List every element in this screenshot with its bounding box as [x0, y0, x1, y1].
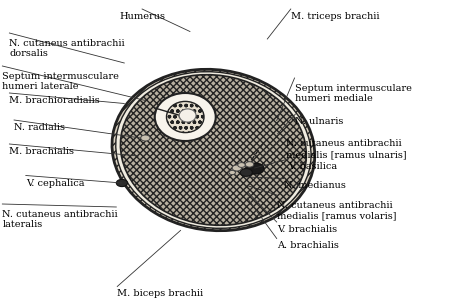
Text: A. brachialis: A. brachialis: [277, 242, 339, 250]
Text: N. cutaneus antibrachii
medialis [ramus volaris]: N. cutaneus antibrachii medialis [ramus …: [277, 201, 396, 220]
Text: V. cephalica: V. cephalica: [26, 178, 84, 188]
Text: M. brachioradialis: M. brachioradialis: [9, 96, 100, 105]
Text: Septum intermusculare
humeri mediale: Septum intermusculare humeri mediale: [295, 84, 411, 104]
Circle shape: [141, 135, 150, 141]
Circle shape: [229, 170, 235, 175]
Text: Humerus: Humerus: [119, 12, 165, 21]
Text: M. brachialis: M. brachialis: [9, 147, 75, 156]
Ellipse shape: [112, 69, 315, 231]
Ellipse shape: [166, 101, 204, 133]
Circle shape: [232, 165, 242, 171]
Text: N. ulnaris: N. ulnaris: [295, 117, 344, 126]
Text: V. basilica: V. basilica: [288, 162, 338, 171]
Text: M. triceps brachii: M. triceps brachii: [291, 12, 379, 21]
Text: N. cutaneus antibrachii
lateralis: N. cutaneus antibrachii lateralis: [2, 210, 118, 230]
Text: M. biceps brachii: M. biceps brachii: [117, 290, 204, 298]
Ellipse shape: [155, 93, 216, 141]
Text: N. cutaneus antibrachii
medialis [ramus ulnaris]: N. cutaneus antibrachii medialis [ramus …: [286, 140, 407, 159]
Ellipse shape: [116, 72, 311, 228]
Ellipse shape: [179, 109, 196, 122]
Text: V. brachialis: V. brachialis: [277, 225, 337, 234]
Text: N. radialis: N. radialis: [14, 123, 65, 132]
Text: Septum intermusculare
humeri laterale: Septum intermusculare humeri laterale: [2, 72, 119, 92]
Circle shape: [247, 163, 264, 174]
Circle shape: [240, 169, 252, 176]
Text: N. medianus: N. medianus: [284, 182, 346, 190]
Circle shape: [116, 179, 128, 187]
Ellipse shape: [121, 75, 306, 225]
Text: N. cutaneus antibrachii
dorsalis: N. cutaneus antibrachii dorsalis: [9, 39, 125, 58]
Circle shape: [238, 163, 245, 167]
Circle shape: [245, 162, 254, 167]
